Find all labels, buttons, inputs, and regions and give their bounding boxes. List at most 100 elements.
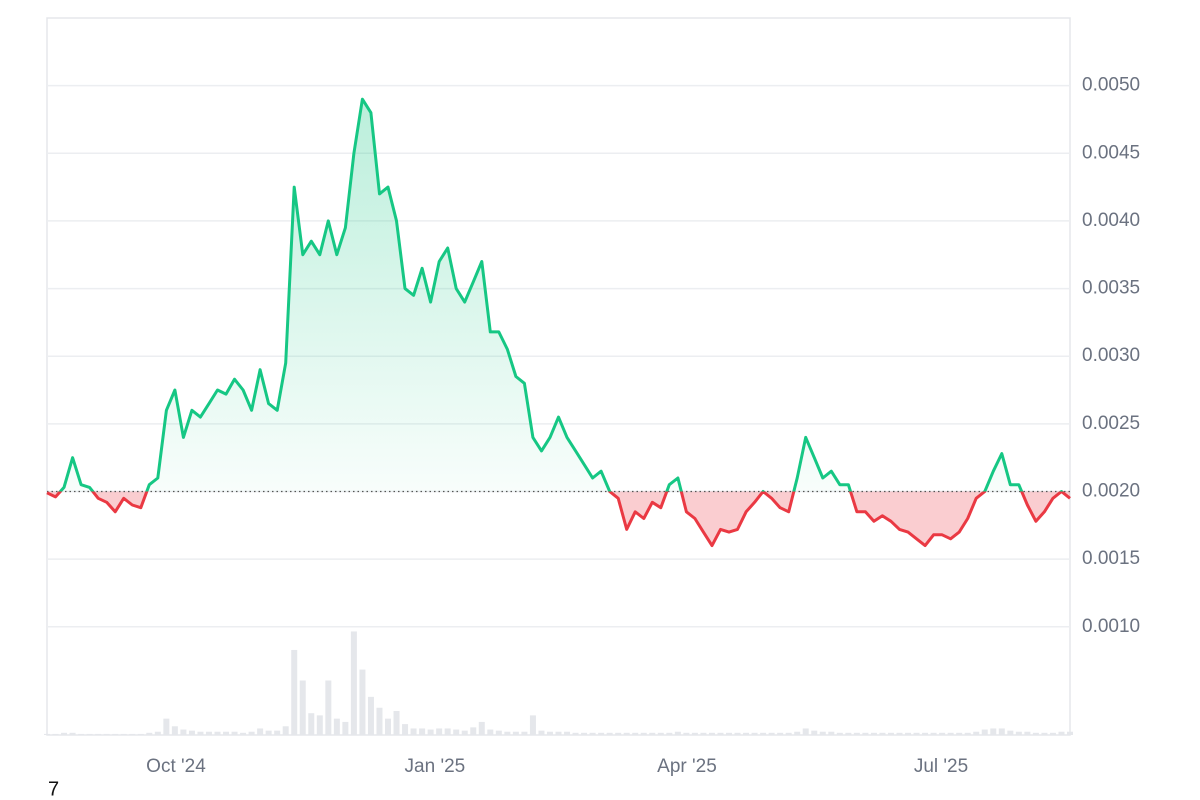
volume-bar [657,732,664,735]
volume-bar [555,731,562,735]
volume-bar [325,680,332,735]
volume-bar [1058,731,1065,735]
volume-bar [274,730,281,735]
volume-bar [853,732,860,735]
volume-bar [197,731,204,735]
volume-bar [103,733,110,735]
volume-bar [367,696,374,735]
volume-bar [231,731,238,735]
volume-bar [794,731,801,735]
volume-bar [666,732,673,735]
y-tick-label: 0.0010 [1082,616,1140,637]
volume-bar [708,732,715,735]
volume-bar [359,669,366,735]
volume-bar [606,732,613,735]
volume-bar [538,730,545,735]
volume-bar [487,729,494,735]
volume-bar [188,730,195,735]
volume-bar [393,711,400,735]
volume-bar [546,731,553,735]
volume-bar [615,732,622,735]
volume-bar [350,631,357,735]
volume-bar [419,728,426,735]
volume-bar [214,731,221,735]
volume-bar [674,731,681,735]
volume-bar [760,732,767,735]
volume-bar [495,730,502,735]
y-tick-label: 0.0040 [1082,210,1140,231]
volume-bar [981,729,988,735]
volume-bar [905,732,912,735]
volume-bar [564,731,571,735]
volume-bar [1024,731,1031,735]
volume-bar [180,729,187,735]
area-up [60,99,1022,492]
price-line-down [46,491,1071,548]
volume-bar [78,733,85,735]
volume-bar [521,731,528,735]
volume-bar [700,732,707,735]
volume-bar [777,732,784,735]
volume-bar [956,732,963,735]
volume-bar [95,733,102,735]
volume-bar [163,718,170,735]
volume-bar [862,732,869,735]
volume-bar [836,732,843,735]
volume-bar [581,732,588,735]
volume-bar [887,732,894,735]
volume-bar [589,732,596,735]
volume-bar [683,732,690,735]
volume-bar [785,732,792,735]
volume-bar [1007,730,1014,735]
volume-bar [52,733,59,735]
volume-bar [828,731,835,735]
volume-bar [768,732,775,735]
volume-bar [572,732,579,735]
volume-bar [478,721,485,735]
y-tick-label: 0.0015 [1082,548,1140,569]
volume-bar [291,649,298,735]
x-tick-label: Apr '25 [657,756,717,777]
volume-bar [512,731,519,735]
volume-bar [529,715,536,735]
volume-bar [385,718,391,735]
volume-bar [410,728,417,735]
volume-bar [333,718,340,735]
volume-bar [845,732,852,735]
x-tick-label: Oct '24 [146,756,206,777]
price-line-up [47,97,1064,492]
volume-bar [1049,732,1056,735]
volume-bar [998,728,1005,735]
footer-text: 7 [48,778,59,800]
volume-bar [1041,732,1048,735]
volume-bar [811,730,818,735]
volume-bar [939,732,946,735]
volume-bar [316,715,323,735]
y-tick-label: 0.0045 [1082,142,1140,163]
volume-bar [282,726,289,735]
volume-bar [691,732,698,735]
volume-bar [913,732,920,735]
volume-bar [171,726,178,735]
volume-bar [436,728,443,735]
x-tick-label: Jan '25 [405,756,466,777]
volume-bar [973,731,980,735]
volume-bar [640,732,647,735]
volume-bar [223,731,230,735]
volume-bar [44,733,50,735]
volume-bar [717,732,724,735]
volume-bar [922,732,929,735]
volume-bar [802,728,809,735]
volume-bar [154,731,161,735]
volume-bar [870,732,877,735]
y-tick-label: 0.0025 [1082,413,1140,434]
volume-bar [947,732,954,735]
volume-bar [112,733,119,735]
volume-bar [504,731,511,735]
volume-bar [649,732,656,735]
volume-bar [342,721,349,735]
y-tick-label: 0.0020 [1082,481,1140,502]
volume-bar [69,732,76,735]
